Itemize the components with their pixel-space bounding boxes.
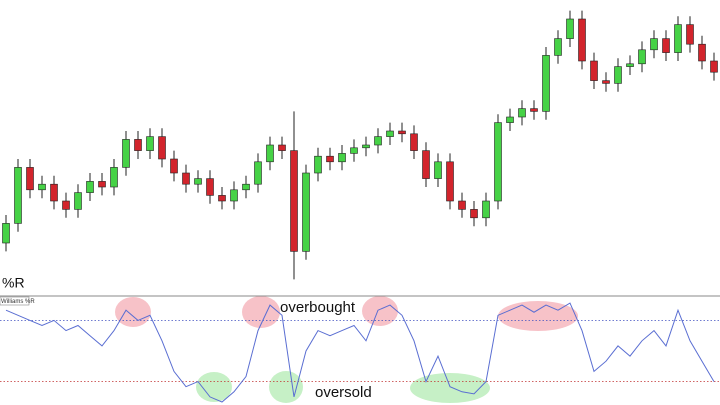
candle-body [602, 80, 610, 84]
candle-body [626, 63, 634, 67]
candle-body [74, 192, 82, 210]
candle-body [230, 189, 238, 202]
overbought-highlight [362, 296, 398, 326]
candle-body [266, 144, 274, 163]
candle-body [386, 130, 394, 137]
candle-body [686, 24, 694, 45]
overbought-highlight [498, 301, 578, 331]
candle-body [530, 108, 538, 112]
candle-body [182, 172, 190, 185]
candle-body [134, 139, 142, 151]
candle-body [98, 181, 106, 188]
candle-body [410, 133, 418, 151]
candle-body [26, 167, 34, 191]
candle-body [458, 200, 466, 210]
oversold-highlight [269, 371, 303, 403]
candle-body [14, 167, 22, 224]
candle-body [170, 158, 178, 174]
candle-body [146, 136, 154, 151]
candle-body [614, 66, 622, 84]
candle-body [566, 18, 574, 39]
candle-body [422, 150, 430, 179]
candle-body [470, 209, 478, 219]
candle-body [518, 108, 526, 118]
candle-body [362, 144, 370, 149]
candle-body [350, 147, 358, 154]
candle-body [482, 200, 490, 219]
candle-body [374, 136, 382, 146]
indicator-label: Williams %R [1, 299, 35, 305]
candle-body [2, 223, 10, 244]
candle-body [338, 153, 346, 163]
level-label: overbought [280, 299, 356, 316]
candle-body [542, 55, 550, 112]
candle-body [698, 43, 706, 62]
candle-body [326, 155, 334, 163]
candle-body [638, 49, 646, 65]
oversold-highlight [196, 372, 232, 402]
oversold-highlight [410, 373, 490, 403]
indicator-label-box [0, 296, 30, 306]
candle-body [710, 60, 718, 73]
candle-body [254, 161, 262, 185]
candle-body [650, 38, 658, 51]
candle-body [434, 161, 442, 179]
candle-body [674, 24, 682, 53]
candle-body [86, 181, 94, 193]
candle-body [290, 150, 298, 252]
overbought-highlight [115, 297, 151, 327]
candle-body [446, 161, 454, 202]
level-label: oversold [315, 384, 372, 401]
candle-body [302, 172, 310, 252]
candle-body [122, 139, 130, 168]
candle-body [398, 130, 406, 135]
wr-line [5, 302, 715, 403]
candle-body [158, 136, 166, 160]
candle-body [494, 122, 502, 202]
candle-body [662, 38, 670, 53]
candle-body [554, 38, 562, 56]
candle-body [218, 195, 226, 202]
indicator-title: %R [2, 275, 25, 291]
candle-body [62, 200, 70, 210]
candle-body [50, 183, 58, 202]
candle-body [314, 155, 322, 174]
candle-body [110, 167, 118, 188]
candle-body [194, 178, 202, 185]
candle-body [38, 183, 46, 191]
candle-body [506, 116, 514, 123]
candle-body [578, 18, 586, 62]
candle-body [278, 144, 286, 151]
candle-body [206, 178, 214, 196]
candle-body [242, 183, 250, 191]
candle-body [590, 60, 598, 81]
